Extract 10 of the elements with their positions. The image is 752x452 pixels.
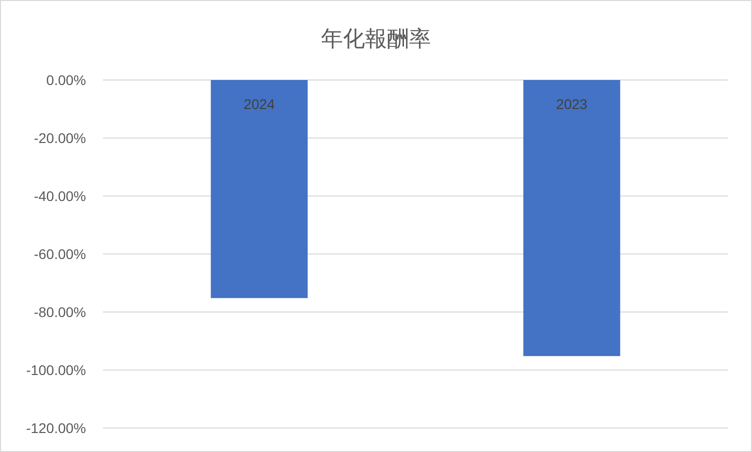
y-tick-label: 0.00% bbox=[46, 72, 86, 88]
y-tick-label: -40.00% bbox=[34, 188, 86, 204]
y-tick-label: -60.00% bbox=[34, 246, 86, 262]
y-tick-label: -120.00% bbox=[26, 420, 86, 436]
x-tick-label: 2023 bbox=[556, 96, 588, 112]
x-tick-label: 2024 bbox=[244, 96, 276, 112]
y-tick-label: -80.00% bbox=[34, 304, 86, 320]
y-tick-label: -100.00% bbox=[26, 362, 86, 378]
chart-title: 年化報酬率 bbox=[321, 27, 431, 52]
y-tick-label: -20.00% bbox=[34, 130, 86, 146]
